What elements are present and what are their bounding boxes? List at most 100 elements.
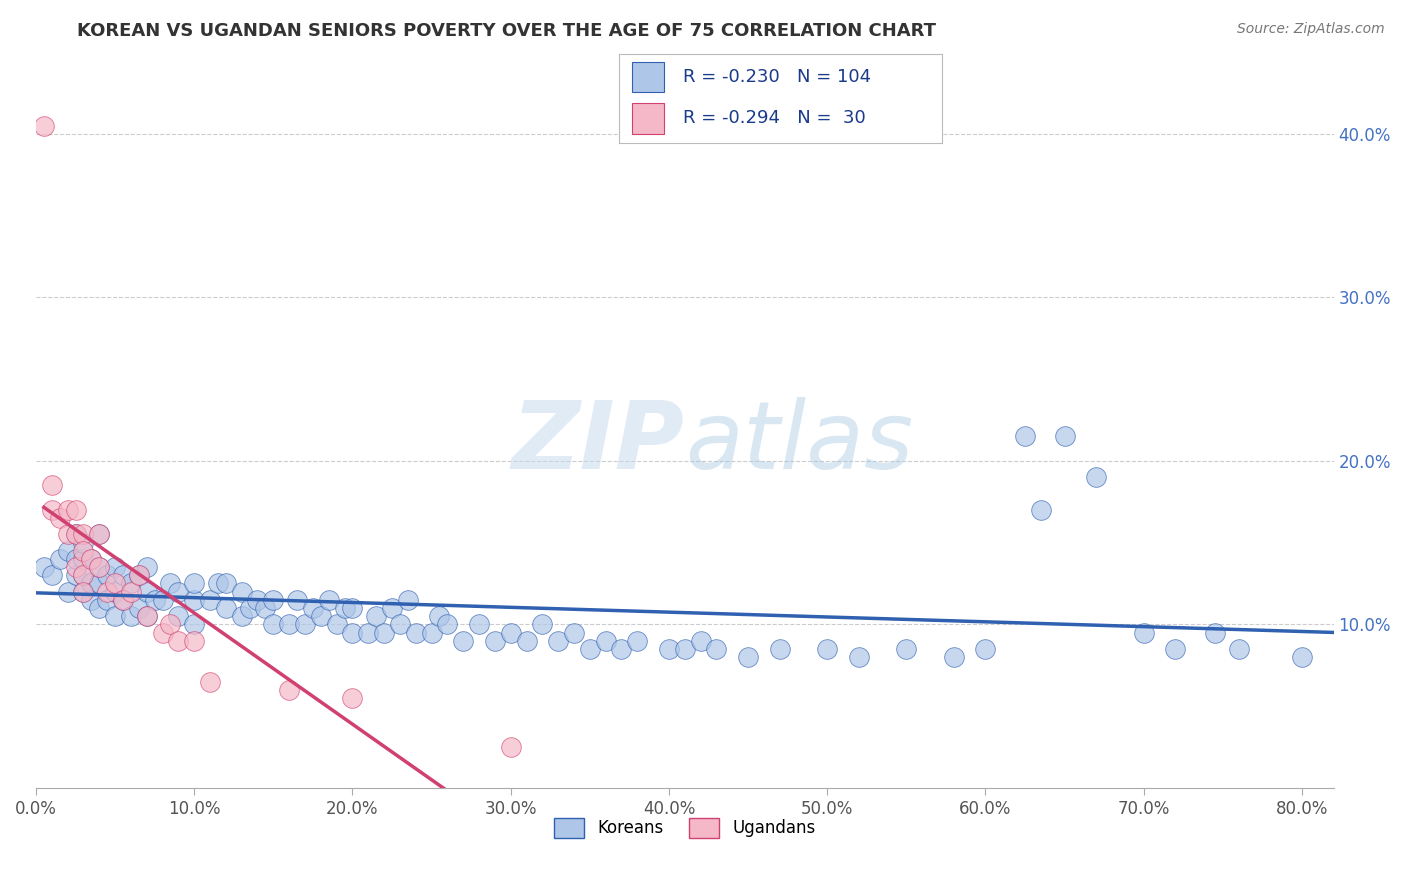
Point xyxy=(1014,429,1036,443)
Point xyxy=(135,560,157,574)
Point xyxy=(429,609,451,624)
Point xyxy=(278,682,301,697)
Point xyxy=(325,617,347,632)
Point xyxy=(309,609,332,624)
Point xyxy=(396,592,419,607)
Point xyxy=(72,543,94,558)
Point xyxy=(246,592,269,607)
Point xyxy=(579,641,602,656)
Point xyxy=(183,576,205,591)
Point xyxy=(1204,625,1226,640)
Point xyxy=(451,633,474,648)
Point xyxy=(41,568,63,582)
Point xyxy=(167,609,190,624)
Point xyxy=(388,617,411,632)
Text: atlas: atlas xyxy=(685,397,912,488)
Point xyxy=(436,617,458,632)
Point xyxy=(183,633,205,648)
Point xyxy=(673,641,696,656)
Point xyxy=(72,568,94,582)
Point xyxy=(56,543,79,558)
Point xyxy=(499,739,522,754)
Point xyxy=(294,617,316,632)
Point xyxy=(96,592,118,607)
Point xyxy=(120,609,142,624)
Point xyxy=(254,601,277,615)
Point xyxy=(285,592,308,607)
Point xyxy=(152,592,174,607)
FancyBboxPatch shape xyxy=(631,103,664,134)
Point xyxy=(104,609,127,624)
Point xyxy=(1029,503,1052,517)
Text: R = -0.294   N =  30: R = -0.294 N = 30 xyxy=(683,109,866,127)
Point xyxy=(896,641,918,656)
Point xyxy=(143,592,166,607)
Point xyxy=(167,584,190,599)
Point xyxy=(658,641,681,656)
Point xyxy=(499,625,522,640)
Point xyxy=(80,576,103,591)
Point xyxy=(278,617,301,632)
Point xyxy=(420,625,443,640)
Point xyxy=(56,527,79,541)
Point xyxy=(531,617,554,632)
Point xyxy=(128,568,150,582)
Point xyxy=(1053,429,1076,443)
Point xyxy=(65,552,87,566)
Point xyxy=(89,527,111,541)
Text: KOREAN VS UGANDAN SENIORS POVERTY OVER THE AGE OF 75 CORRELATION CHART: KOREAN VS UGANDAN SENIORS POVERTY OVER T… xyxy=(77,22,936,40)
Point xyxy=(737,650,759,665)
Point xyxy=(1291,650,1313,665)
Point xyxy=(366,609,388,624)
Point xyxy=(72,584,94,599)
Point xyxy=(610,641,633,656)
Point xyxy=(595,633,617,648)
Point xyxy=(689,633,711,648)
Point xyxy=(183,592,205,607)
Point xyxy=(32,119,55,133)
Point xyxy=(135,609,157,624)
Point xyxy=(111,568,134,582)
Legend: Koreans, Ugandans: Koreans, Ugandans xyxy=(547,812,823,844)
Point xyxy=(1227,641,1250,656)
Point xyxy=(111,592,134,607)
Point xyxy=(41,503,63,517)
Point xyxy=(65,527,87,541)
Point xyxy=(48,511,70,525)
Point xyxy=(342,601,364,615)
Point xyxy=(80,552,103,566)
Point xyxy=(198,592,221,607)
Point xyxy=(32,560,55,574)
Point xyxy=(72,568,94,582)
Point xyxy=(41,478,63,492)
Point xyxy=(96,568,118,582)
Point xyxy=(89,560,111,574)
Text: R = -0.230   N = 104: R = -0.230 N = 104 xyxy=(683,68,872,86)
Point xyxy=(1164,641,1187,656)
Point xyxy=(262,617,284,632)
Point xyxy=(547,633,569,648)
Point xyxy=(65,527,87,541)
Point xyxy=(56,584,79,599)
Point xyxy=(65,560,87,574)
Point xyxy=(72,527,94,541)
Point xyxy=(848,650,870,665)
Point xyxy=(65,503,87,517)
FancyBboxPatch shape xyxy=(631,62,664,92)
Point xyxy=(942,650,965,665)
Point xyxy=(80,552,103,566)
Text: Source: ZipAtlas.com: Source: ZipAtlas.com xyxy=(1237,22,1385,37)
Point xyxy=(333,601,356,615)
Point xyxy=(318,592,340,607)
Point xyxy=(231,584,253,599)
Point xyxy=(120,576,142,591)
Point xyxy=(357,625,380,640)
Point xyxy=(72,535,94,549)
Point xyxy=(381,601,404,615)
Point xyxy=(128,568,150,582)
Text: ZIP: ZIP xyxy=(512,397,685,489)
Point xyxy=(89,601,111,615)
Point xyxy=(104,576,127,591)
Point xyxy=(128,601,150,615)
Point xyxy=(405,625,427,640)
